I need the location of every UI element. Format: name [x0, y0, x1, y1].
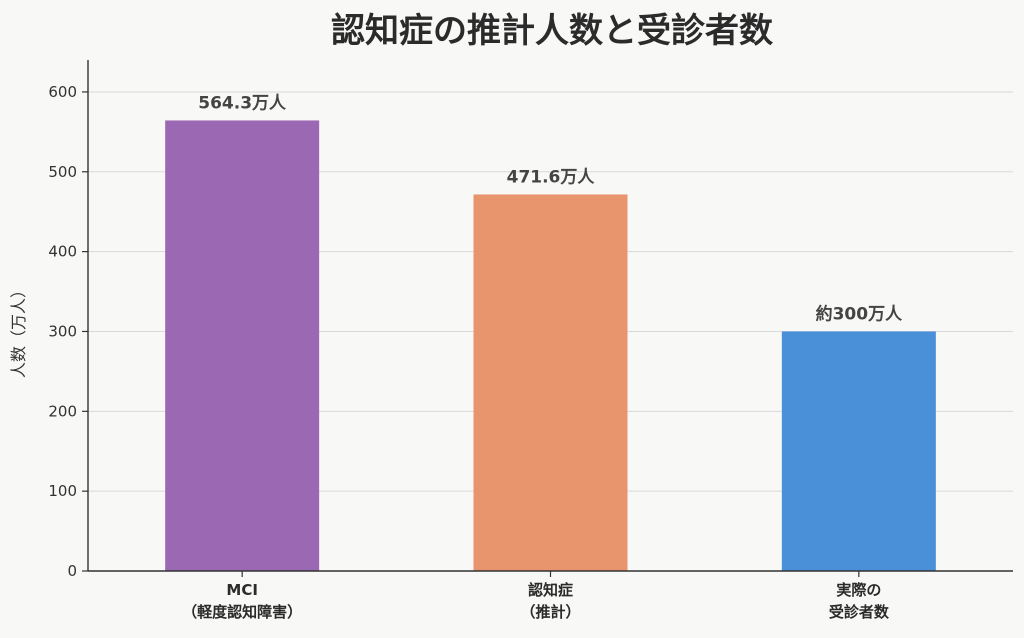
y-tick-label: 600	[48, 83, 77, 101]
x-tick-label: 受診者数	[829, 603, 890, 621]
bars	[165, 120, 936, 572]
y-tick-label: 0	[67, 562, 77, 580]
bar	[165, 120, 320, 572]
bar	[781, 331, 936, 571]
chart-title: 認知症の推計人数と受診者数	[331, 11, 773, 51]
y-tick-label: 400	[48, 243, 77, 261]
y-axis-ticks: 0 100 200 300 400 500 600	[48, 83, 88, 580]
y-tick-label: 200	[48, 402, 77, 420]
data-label: 471.6万人	[507, 167, 596, 187]
x-tick-label: （推計）	[520, 603, 580, 621]
x-tick-label: 認知症	[528, 581, 573, 599]
y-tick-label: 500	[48, 163, 77, 181]
y-axis-label: 人数（万人）	[9, 282, 28, 378]
x-tick-label: 実際の	[836, 581, 881, 599]
data-label: 564.3万人	[198, 93, 287, 113]
x-tick-label: （軽度認知障害）	[182, 603, 302, 621]
bar	[473, 194, 628, 571]
x-tick-label: MCI	[226, 581, 258, 599]
y-tick-label: 300	[48, 322, 77, 340]
y-tick-label: 100	[48, 482, 77, 500]
data-label: 約300万人	[816, 303, 903, 324]
